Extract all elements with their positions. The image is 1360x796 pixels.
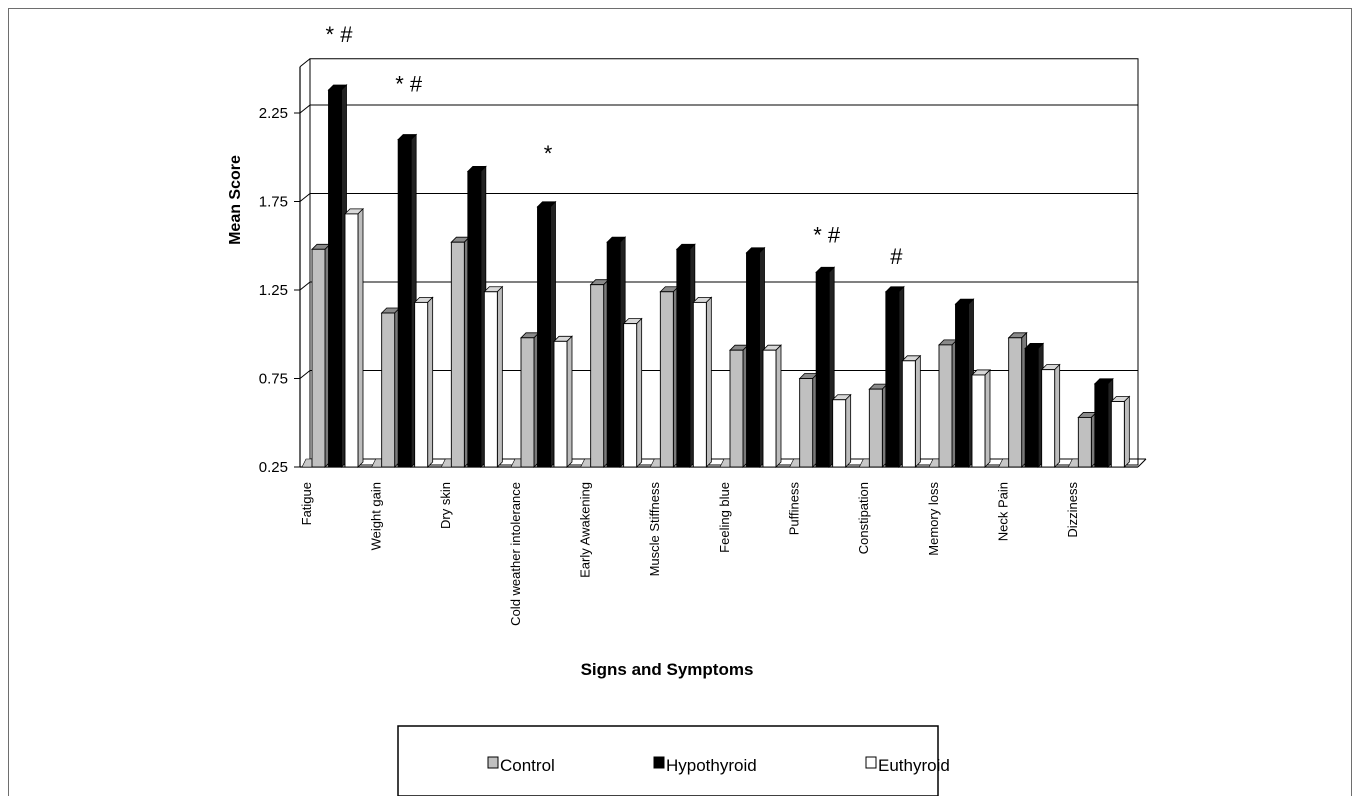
gridlines — [299, 104, 1138, 379]
significance-annotation: * — [544, 141, 553, 166]
bar-control — [1077, 411, 1098, 468]
y-tick-label: 0.75 — [259, 371, 288, 388]
plot-back-wall — [309, 58, 1139, 466]
x-tick-label: Weight gain — [369, 482, 384, 550]
x-tick-label: Dizziness — [1065, 482, 1080, 538]
bar-hypothyroid — [815, 266, 836, 468]
x-tick-label: Puffiness — [787, 482, 802, 536]
y-tick-label: 1.75 — [259, 194, 288, 211]
bar-euthyroid — [692, 296, 713, 468]
bar-control — [520, 331, 540, 468]
bar-control — [589, 278, 610, 468]
bar-hypothyroid — [466, 165, 487, 468]
bar-euthyroid — [413, 296, 434, 468]
bar-control — [380, 307, 401, 468]
gridline-side — [299, 370, 311, 379]
x-tick-label: Constipation — [856, 482, 871, 554]
legend-label: Euthyroid — [878, 756, 950, 775]
legend-item-hypothyroid: Hypothyroid — [653, 756, 757, 775]
legend: Control Hypothyroid Euthyroid — [397, 725, 950, 796]
annotations: * # * # * * # # — [326, 22, 904, 269]
floor-right-edge — [1137, 458, 1147, 468]
bars — [301, 84, 1131, 468]
bar-euthyroid — [622, 317, 643, 468]
x-tick-labels: Fatigue Weight gain Dry skin Cold weather i… — [299, 482, 1080, 626]
bar-hypothyroid — [884, 285, 905, 468]
significance-annotation: # — [890, 244, 903, 269]
legend-label: Hypothyroid — [666, 756, 757, 775]
legend-swatch — [865, 756, 877, 769]
bar-control — [311, 243, 331, 468]
bar-hypothyroid — [606, 236, 627, 468]
bar-control — [1007, 331, 1028, 468]
x-tick-label: Dry skin — [438, 482, 453, 529]
bar-control — [450, 236, 471, 468]
bar-control — [798, 372, 819, 468]
bar-euthyroid — [1040, 363, 1061, 468]
x-tick-label: Fatigue — [299, 482, 314, 525]
x-tick-label: Neck Pain — [996, 482, 1011, 541]
y-tick-label: 1.25 — [259, 282, 288, 299]
bar-euthyroid — [1110, 395, 1131, 468]
bar-hypothyroid — [327, 84, 348, 468]
bar-hypothyroid — [536, 200, 557, 468]
axis-corner — [299, 58, 311, 68]
bar-hypothyroid — [397, 133, 418, 468]
bar-control — [868, 383, 889, 468]
legend-item-euthyroid: Euthyroid — [865, 756, 950, 775]
bar-hypothyroid — [745, 246, 766, 468]
y-tick-label: 2.25 — [259, 105, 288, 122]
x-tick-label: Cold weather intolerance — [508, 482, 523, 626]
y-axis-label: Mean Score — [227, 155, 244, 245]
x-tick-label: Memory loss — [926, 482, 941, 556]
y-tick-labels: 0.25 0.75 1.25 1.75 2.25 — [259, 105, 300, 476]
legend-swatch — [653, 756, 665, 769]
bar-euthyroid — [483, 285, 504, 468]
plot-background — [309, 58, 1139, 466]
bar-hypothyroid — [1093, 377, 1114, 468]
gridline-side — [299, 193, 311, 202]
significance-annotation: * # — [813, 222, 841, 247]
legend-swatch — [487, 756, 499, 769]
bar-euthyroid — [553, 335, 573, 468]
bar-euthyroid — [831, 393, 852, 468]
gridline-side — [299, 104, 311, 114]
bar-euthyroid — [901, 354, 922, 468]
bar-control — [659, 285, 680, 468]
gridline-side — [299, 281, 311, 291]
legend-label: Control — [500, 756, 555, 775]
x-tick-label: Muscle Stiffness — [647, 482, 662, 577]
bar-euthyroid — [344, 207, 364, 468]
bar-hypothyroid — [1024, 342, 1045, 468]
x-tick-label: Early Awakening — [578, 482, 593, 578]
y-tick-label: 0.25 — [259, 459, 288, 476]
bar-control — [938, 338, 958, 468]
bar-euthyroid — [762, 344, 782, 468]
bar-hypothyroid — [675, 243, 696, 468]
significance-annotation: * # — [395, 72, 423, 97]
bar-euthyroid — [971, 368, 991, 468]
x-tick-label: Feeling blue — [717, 482, 732, 553]
x-axis-label: Signs and Symptoms — [581, 660, 754, 679]
bar-hypothyroid — [954, 298, 975, 468]
bar-control — [729, 344, 749, 468]
legend-item-control: Control — [487, 756, 555, 775]
significance-annotation: * # — [326, 22, 354, 47]
